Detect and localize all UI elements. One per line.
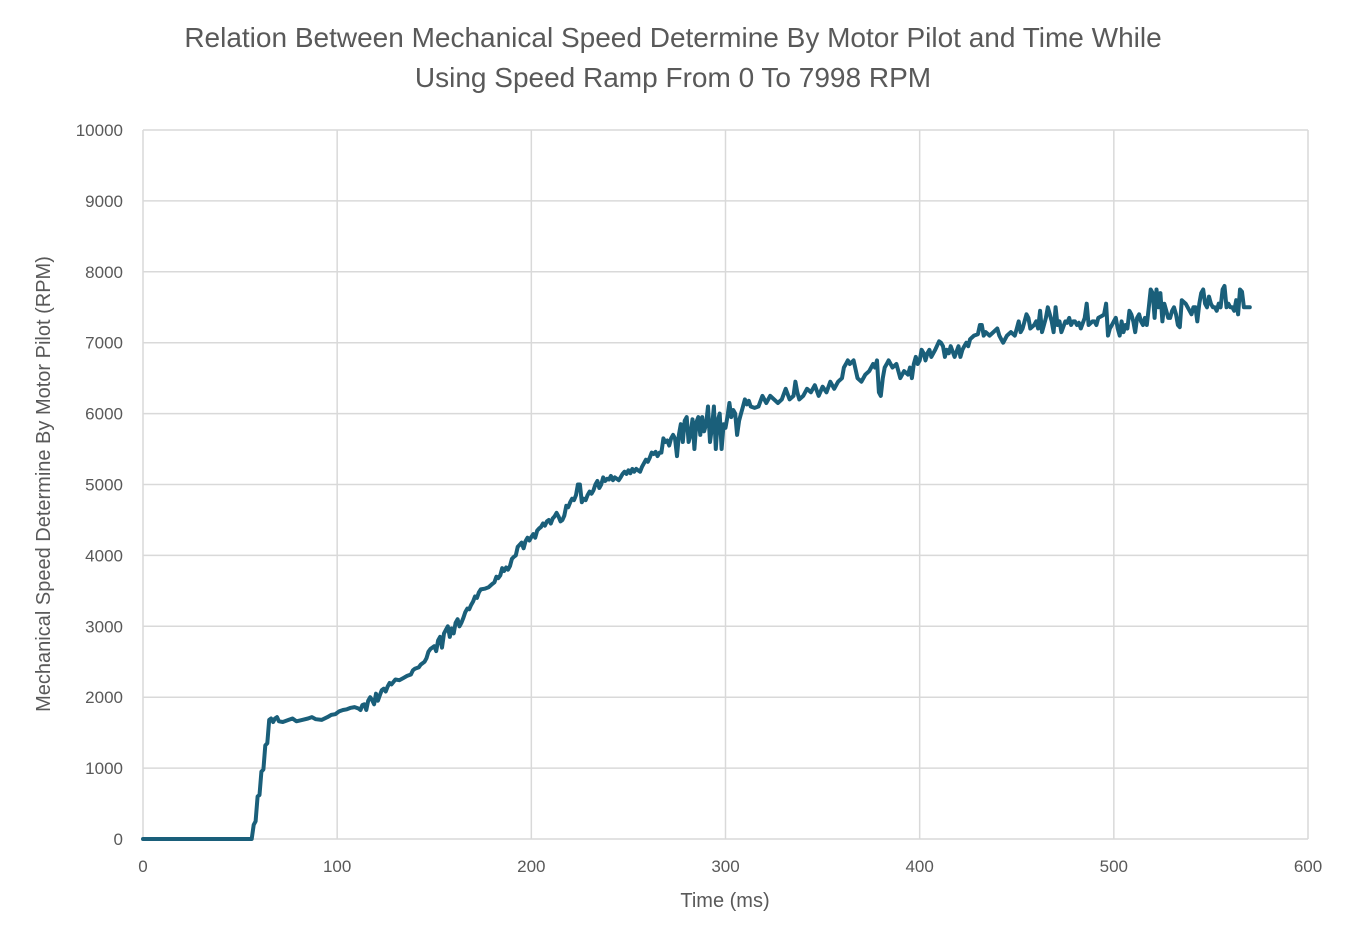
series-line [141,284,1252,841]
y-tick-label: 9000 [85,192,123,211]
x-tick-label: 0 [138,857,147,876]
y-tick-label: 8000 [85,263,123,282]
x-axis-title: Time (ms) [680,890,769,912]
y-tick-label: 10000 [76,121,123,140]
series-layer [141,284,1252,841]
x-tick-label: 300 [711,857,739,876]
x-tick-label: 600 [1294,857,1322,876]
y-tick-label: 5000 [85,476,123,495]
x-tick-label: 500 [1100,857,1128,876]
x-tick-label: 200 [517,857,545,876]
y-tick-label: 7000 [85,334,123,353]
y-tick-label: 3000 [85,617,123,636]
x-tick-label: 400 [905,857,933,876]
y-tick-label: 2000 [85,688,123,707]
y-axis-ticks: 0 1000 2000 3000 4000 5000 6000 7000 8000 9000 100… [76,121,123,849]
chart-title-line-2: Using Speed Ramp From 0 To 7998 RPM [414,62,932,93]
y-tick-label: 0 [114,830,123,849]
x-tick-label: 100 [323,857,351,876]
x-axis-ticks: 0 100 200 300 400 500 600 [138,857,1322,876]
y-tick-label: 6000 [85,405,123,424]
y-tick-label: 4000 [85,546,123,565]
gridlines [142,129,1309,840]
y-axis-title: Mechanical Speed Determine By Motor Pilo… [33,256,55,712]
chart-title-line-1: Relation Between Mechanical Speed Determ… [184,22,1162,53]
y-tick-label: 1000 [85,759,123,778]
